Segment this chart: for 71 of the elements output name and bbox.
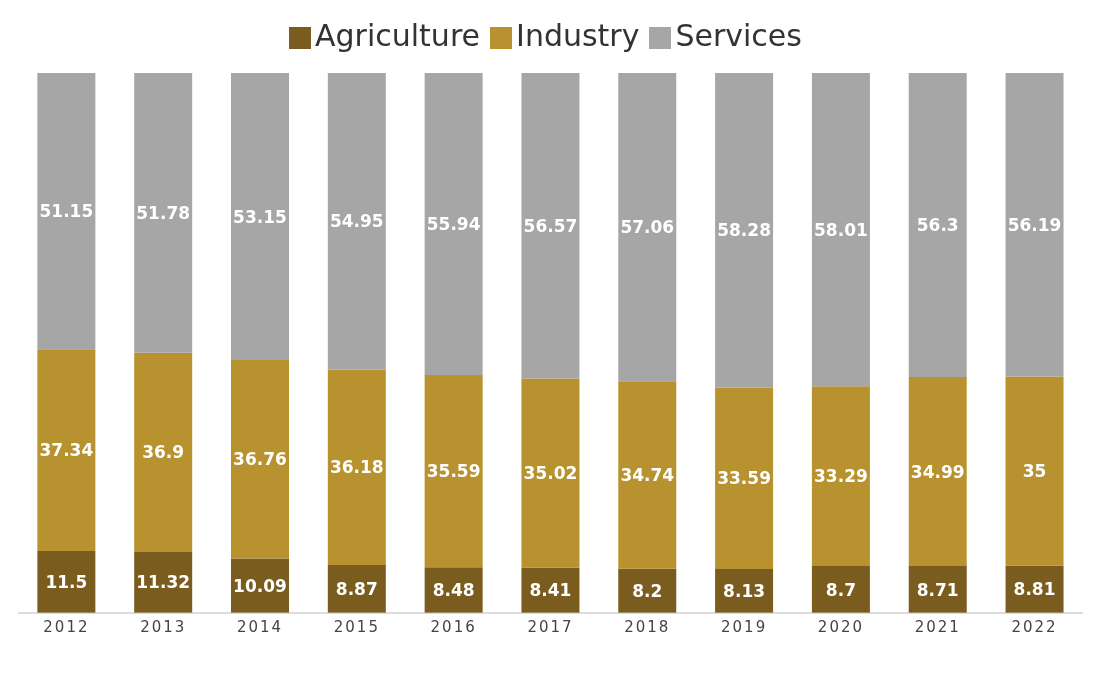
data-label: 34.99 [910,461,965,482]
x-tick-label: 2020 [817,617,865,636]
data-label: 37.34 [39,440,94,461]
bar [715,387,774,570]
bar [908,377,967,566]
data-label: 8.71 [916,579,959,600]
x-tick-label: 2021 [914,617,961,636]
bar [37,349,96,551]
bar [618,381,677,569]
x-tick-label: 2012 [43,617,90,636]
data-label: 55.94 [426,214,481,235]
data-label: 35.02 [523,463,578,484]
data-label: 8.7 [825,579,856,600]
data-label: 10.09 [233,575,287,596]
data-label: 8.41 [529,580,572,601]
bar [811,566,870,613]
x-tick-label: 2015 [333,617,380,636]
data-label: 36.76 [233,449,287,470]
data-label: 35.59 [426,461,481,482]
data-label: 58.28 [717,220,771,241]
bar [811,73,870,387]
data-label: 58.01 [814,219,868,240]
data-label: 57.06 [620,217,675,238]
data-label: 11.5 [45,571,88,592]
bar [327,73,386,370]
bar [327,369,386,566]
bar [908,73,967,378]
bar [231,360,289,559]
legend-label: Services [675,18,802,53]
data-label: 36.9 [142,442,185,463]
bar [424,73,483,376]
bar [1005,73,1064,377]
x-tick-label: 2022 [1011,617,1058,636]
x-tick-label: 2016 [430,617,477,636]
data-label: 35 [1022,460,1047,481]
legend-label: Industry [516,18,640,53]
bar [1005,376,1064,566]
bar [521,378,580,568]
bar [37,550,96,613]
bar [134,73,193,353]
bar [231,73,289,361]
bar [715,73,774,388]
data-label: 56.57 [523,215,578,236]
data-label: 51.78 [136,202,191,223]
data-label: 51.15 [39,201,94,222]
bar [424,375,483,568]
x-tick-label: 2017 [527,617,574,636]
bar [37,73,96,350]
data-label: 54.95 [329,211,384,232]
legend-label: Agriculture [315,18,481,53]
data-label: 36.18 [329,457,384,478]
data-label: 33.29 [814,466,868,487]
x-tick-label: 2013 [140,617,187,636]
data-label: 8.81 [1013,579,1056,600]
data-label: 56.19 [1007,214,1062,235]
data-label: 8.87 [335,579,378,600]
data-label: 53.15 [233,206,287,227]
data-label: 8.48 [432,580,475,601]
x-tick-label: 2019 [721,617,768,636]
bar [521,73,580,379]
data-label: 34.74 [620,464,675,485]
data-label: 11.32 [136,572,191,593]
bar [618,73,677,382]
data-label: 56.3 [916,215,959,236]
bar [811,386,870,567]
bar [134,352,193,552]
x-tick-label: 2014 [236,617,284,636]
data-label: 8.13 [723,581,766,602]
data-label: 8.2 [632,580,663,601]
data-label: 33.59 [717,468,771,489]
x-tick-label: 2018 [624,617,671,636]
